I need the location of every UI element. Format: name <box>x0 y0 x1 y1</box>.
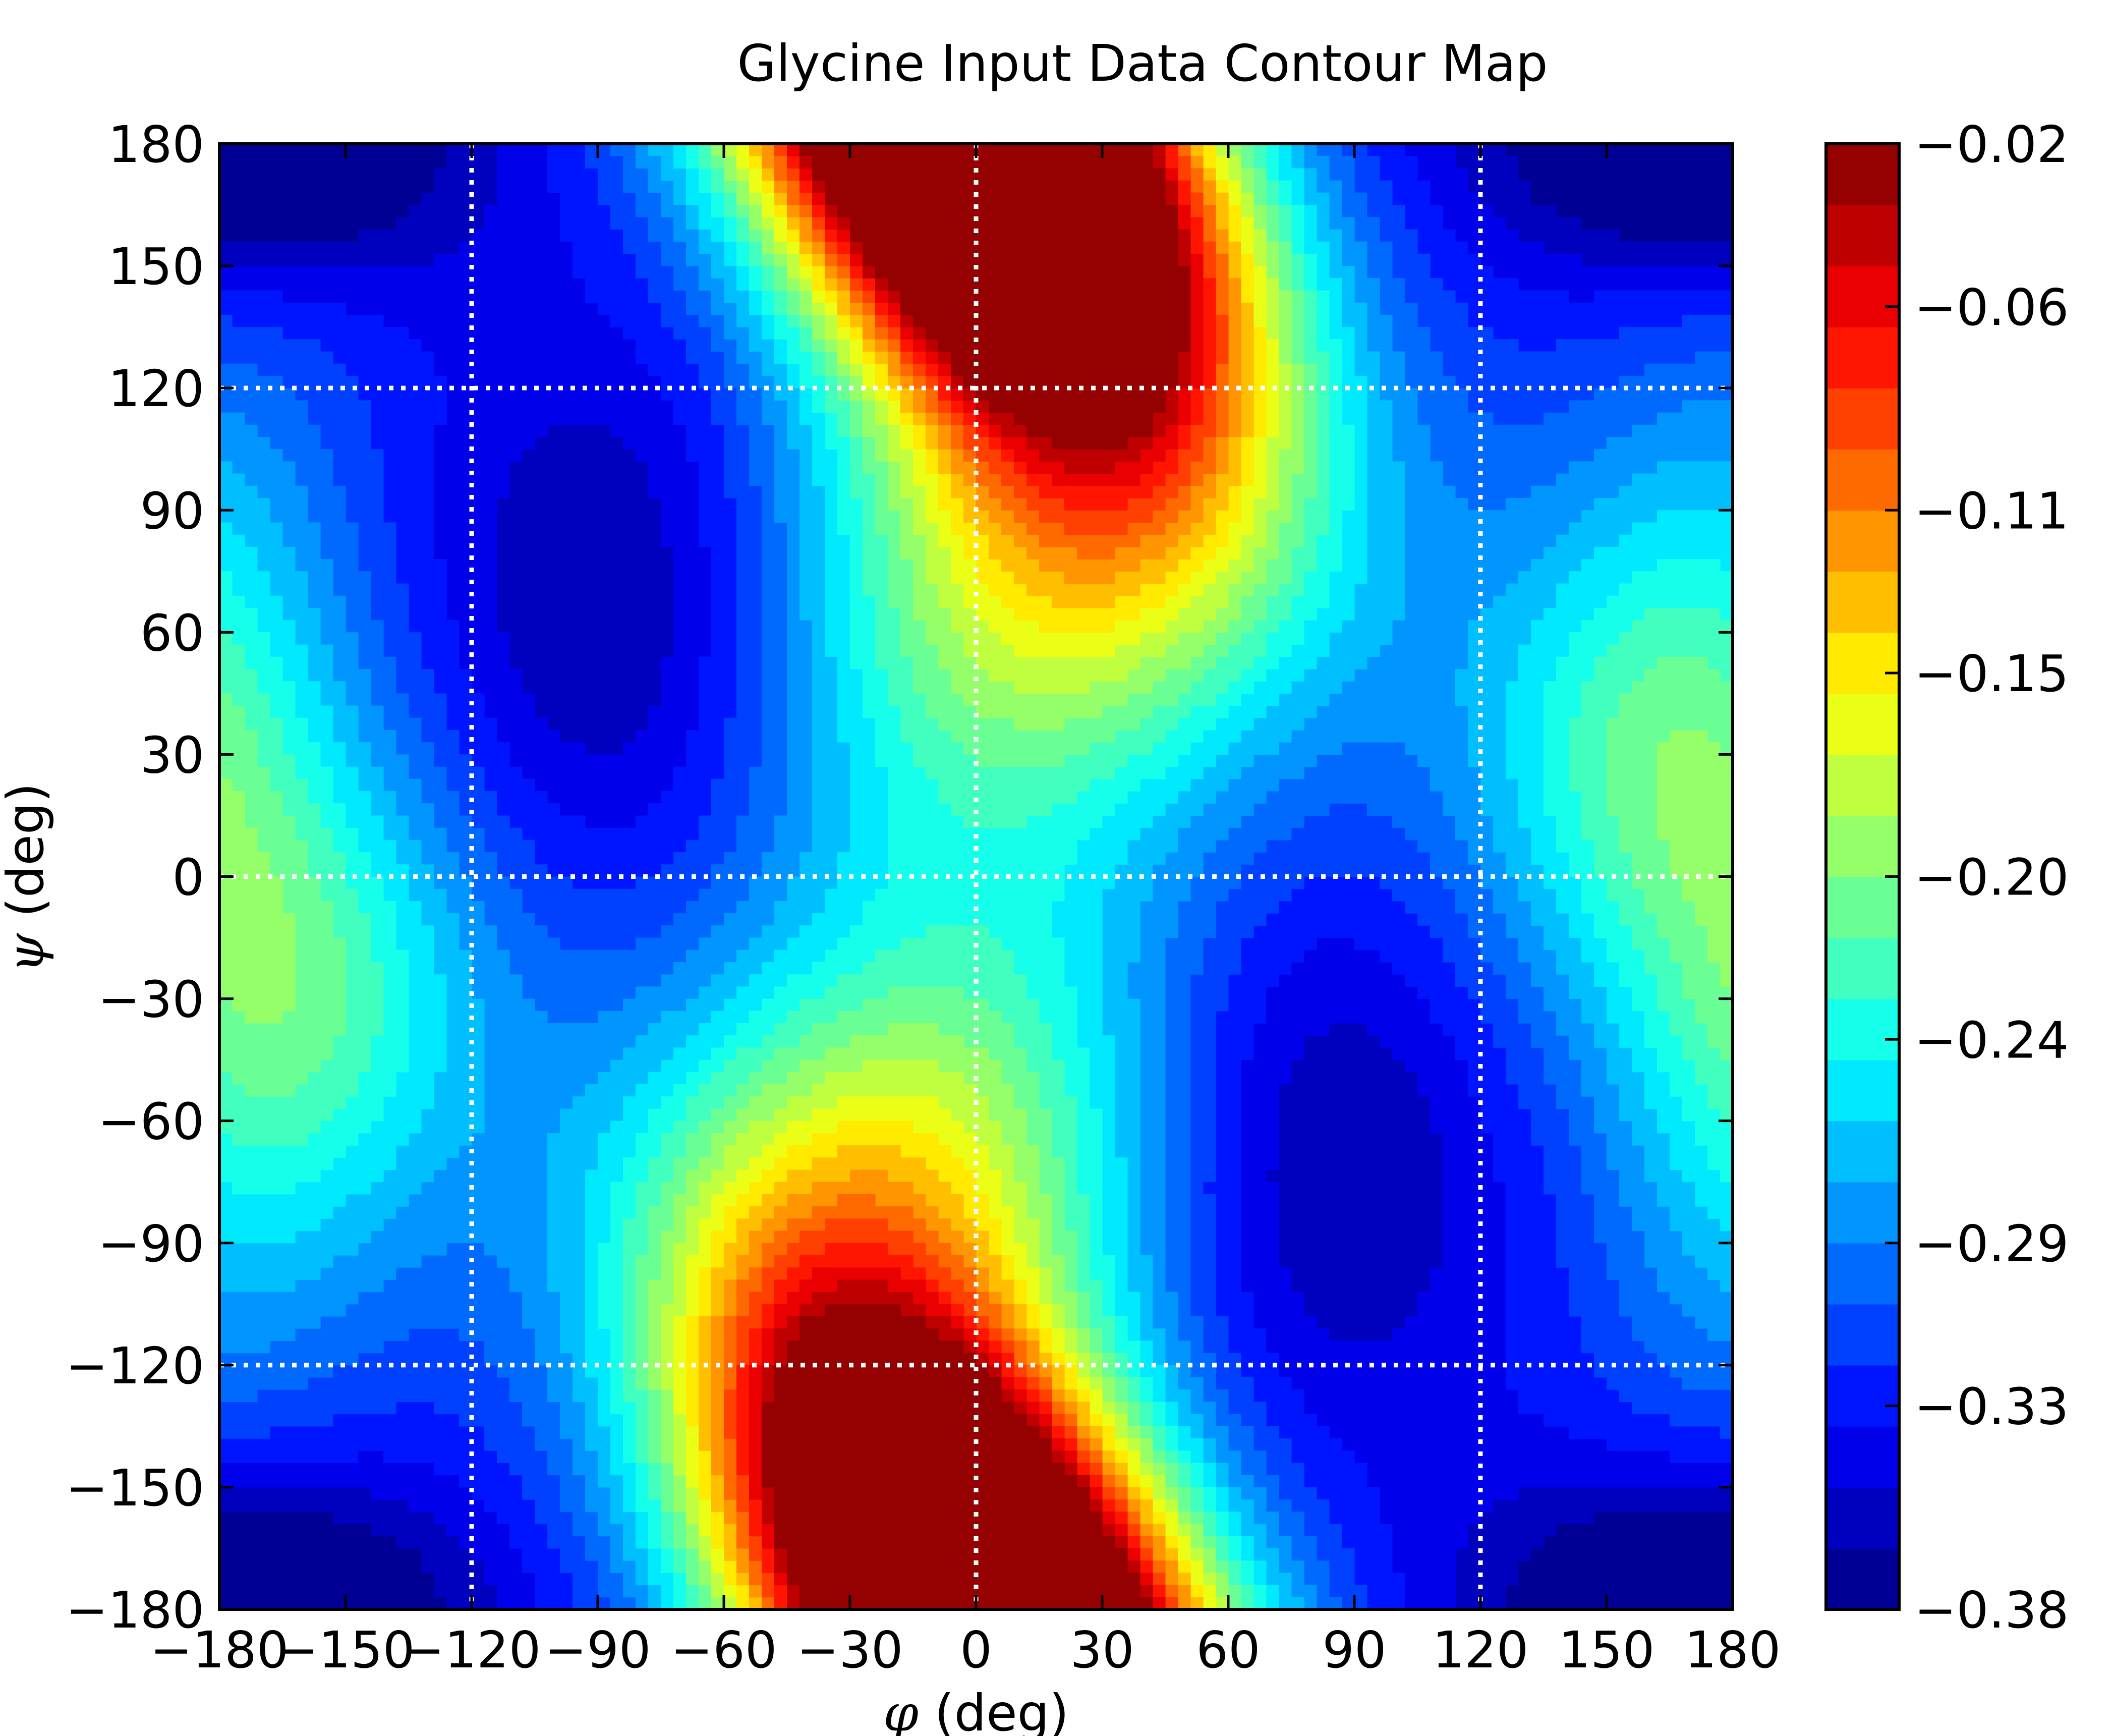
x-tick-label: 30 <box>1070 1620 1134 1679</box>
colorbar-tick-label: −0.29 <box>1914 1214 2069 1273</box>
contour-band-19 <box>724 144 1229 1609</box>
x-tick-label: 90 <box>1322 1620 1386 1679</box>
x-tick-label: 0 <box>960 1620 992 1679</box>
contour-band-1 <box>219 144 1733 1609</box>
y-tick-label: −30 <box>98 970 204 1029</box>
colorbar-band <box>1826 1304 1899 1366</box>
x-tick-label: 120 <box>1433 1620 1529 1679</box>
colorbar-band <box>1826 571 1899 633</box>
y-tick-label: −180 <box>66 1581 204 1640</box>
contour-band-2 <box>219 144 1733 1609</box>
colorbar-band <box>1826 754 1899 816</box>
plot-area: −180−150−120 −90 −60 −30 0 30 60 90 120 150 180 −1… <box>66 115 1781 1679</box>
contour-band-9 <box>219 144 1733 1609</box>
colorbar-band <box>1826 1243 1899 1305</box>
colorbar-band <box>1826 998 1899 1060</box>
y-tick-label: 150 <box>108 237 204 296</box>
chart-title: Glycine Input Data Contour Map <box>737 34 1548 93</box>
contour-band-20 <box>736 144 1216 1609</box>
colorbar-tick-label: −0.06 <box>1914 278 2069 337</box>
colorbar-band <box>1826 1121 1899 1183</box>
colorbar-bands <box>1826 144 1899 1610</box>
colorbar-tick-label: −0.24 <box>1914 1011 2069 1070</box>
colorbar-band <box>1826 388 1899 450</box>
colorbar-ticks: −0.02 −0.06 −0.11 −0.15 −0.20 −0.24 −0.29 −0.33… <box>1885 115 2069 1640</box>
y-tick-label: 30 <box>140 725 204 785</box>
colorbar-tick-label: −0.11 <box>1914 481 2069 540</box>
colorbar-band <box>1826 815 1899 877</box>
colorbar-band <box>1826 327 1899 388</box>
colorbar-band <box>1826 937 1899 999</box>
colorbar-tick-label: −0.33 <box>1914 1377 2069 1436</box>
colorbar-band <box>1826 510 1899 572</box>
contour-band-23 <box>762 144 1191 1609</box>
y-tick-label: −120 <box>66 1336 204 1395</box>
colorbar-band <box>1826 876 1899 938</box>
colorbar-band <box>1826 1426 1899 1488</box>
colorbar-band <box>1826 266 1899 327</box>
colorbar-band <box>1826 632 1899 694</box>
colorbar-band <box>1826 1487 1899 1549</box>
x-axis-unit: (deg) <box>919 1684 1069 1736</box>
colorbar-band <box>1826 693 1899 755</box>
y-axis-unit: (deg) <box>0 783 55 933</box>
x-tick-label: 60 <box>1196 1620 1260 1679</box>
colorbar-tick-label: −0.38 <box>1914 1581 2069 1640</box>
x-tick-label: −150 <box>276 1620 415 1679</box>
y-tick-label: 120 <box>108 359 204 418</box>
x-tick-label: −30 <box>796 1620 903 1679</box>
y-axis-label: ψ (deg) <box>0 783 55 973</box>
y-tick-label: 60 <box>140 603 204 662</box>
colorbar-band <box>1826 1548 1899 1610</box>
grid-lines <box>219 144 1733 1609</box>
x-tick-label: 150 <box>1559 1620 1655 1679</box>
colorbar-tick-label: −0.15 <box>1914 644 2069 703</box>
colorbar: −0.02 −0.06 −0.11 −0.15 −0.20 −0.24 −0.29 −0.33… <box>1824 115 2069 1640</box>
y-tick-label: −60 <box>98 1092 204 1151</box>
y-axis-ticks: −180 −150 −120 −90 −60 −30 0 30 60 90 120 150 180 <box>66 115 1733 1640</box>
y-tick-label: −150 <box>66 1459 204 1518</box>
y-tick-label: 0 <box>172 848 204 907</box>
colorbar-band <box>1826 1365 1899 1427</box>
colorbar-band <box>1826 144 1899 205</box>
x-axis-symbol: φ <box>883 1684 919 1736</box>
x-axis-ticks: −180−150−120 −90 −60 −30 0 30 60 90 120 150 180 <box>150 144 1781 1679</box>
x-tick-label: −90 <box>544 1620 651 1679</box>
x-axis-label: φ (deg) <box>883 1684 1069 1736</box>
x-tick-label: −180 <box>150 1620 289 1679</box>
colorbar-band <box>1826 205 1899 266</box>
y-tick-label: 90 <box>140 481 204 540</box>
y-tick-label: −90 <box>98 1214 204 1273</box>
colorbar-tick-label: −0.20 <box>1914 848 2069 907</box>
colorbar-band <box>1826 1059 1899 1122</box>
y-axis-symbol: ψ <box>0 932 55 973</box>
colorbar-band <box>1826 1182 1899 1244</box>
colorbar-band <box>1826 449 1899 511</box>
x-tick-label: −120 <box>403 1620 541 1679</box>
colorbar-tick-label: −0.02 <box>1914 115 2069 174</box>
y-tick-label: 180 <box>108 115 204 174</box>
x-tick-label: −60 <box>670 1620 777 1679</box>
x-tick-label: 180 <box>1685 1620 1781 1679</box>
